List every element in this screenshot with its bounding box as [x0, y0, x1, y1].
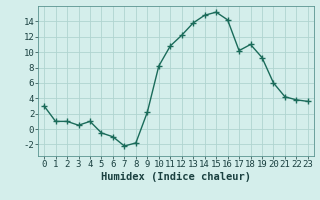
X-axis label: Humidex (Indice chaleur): Humidex (Indice chaleur) — [101, 172, 251, 182]
